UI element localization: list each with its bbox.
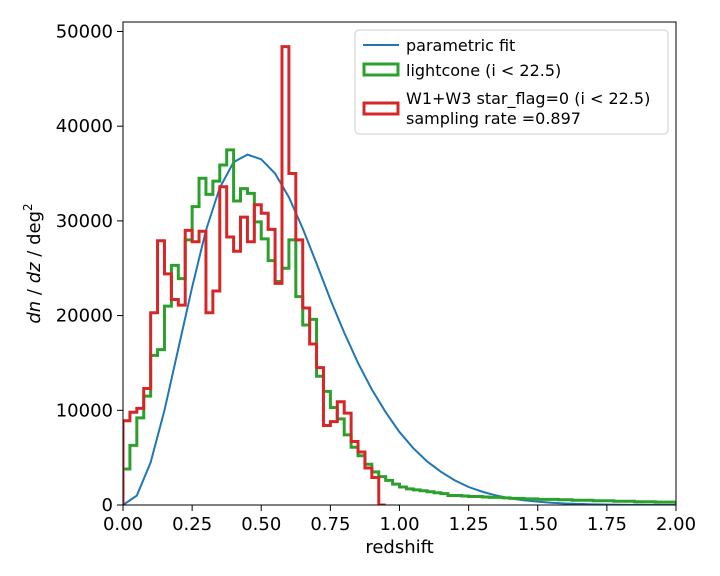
- y-tick-label: 40000: [56, 116, 113, 137]
- x-tick-label: 0.75: [310, 514, 350, 535]
- x-tick-label: 1.25: [449, 514, 489, 535]
- legend-label-parametric-fit: parametric fit: [406, 36, 515, 55]
- legend-label-w1w3-line2: sampling rate =0.897: [406, 109, 581, 128]
- series-group: [123, 45, 676, 505]
- legend-label-w1w3-line1: W1+W3 star_flag=0 (i < 22.5): [406, 89, 650, 109]
- legend-swatch-lightcone: [362, 62, 400, 77]
- x-axis-label: redshift: [365, 537, 433, 558]
- plot-area: [123, 45, 676, 505]
- y-tick-label: 10000: [56, 400, 113, 421]
- legend: parametric fit lightcone (i < 22.5) W1+W…: [354, 29, 669, 135]
- x-tick-label: 1.50: [518, 514, 558, 535]
- x-tick-label: 0.00: [103, 514, 143, 535]
- y-tick-label: 30000: [56, 211, 113, 232]
- y-axis-label: dn / dz / deg2: [21, 203, 45, 323]
- x-tick-label: 1.75: [587, 514, 627, 535]
- x-tick-label: 0.25: [172, 514, 212, 535]
- x-tick-label: 2.00: [656, 514, 696, 535]
- axes: 0.00 0.25 0.50 0.75 1.00 1.25 1.50 1.75 2.00 0 100…: [21, 21, 696, 558]
- y-tick-label: 20000: [56, 306, 113, 327]
- legend-swatch-w1w3: [362, 101, 400, 116]
- legend-label-lightcone: lightcone (i < 22.5): [406, 61, 561, 80]
- x-tick-label: 1.00: [379, 514, 419, 535]
- legend-frame: [354, 29, 669, 135]
- series-w1w3-steps: [123, 45, 386, 505]
- series-lightcone-steps: [123, 148, 676, 505]
- y-tick-label: 50000: [56, 21, 113, 42]
- y-tick-label: 0: [102, 495, 113, 516]
- series-parametric-fit-line: [123, 153, 676, 505]
- x-tick-label: 0.50: [241, 514, 281, 535]
